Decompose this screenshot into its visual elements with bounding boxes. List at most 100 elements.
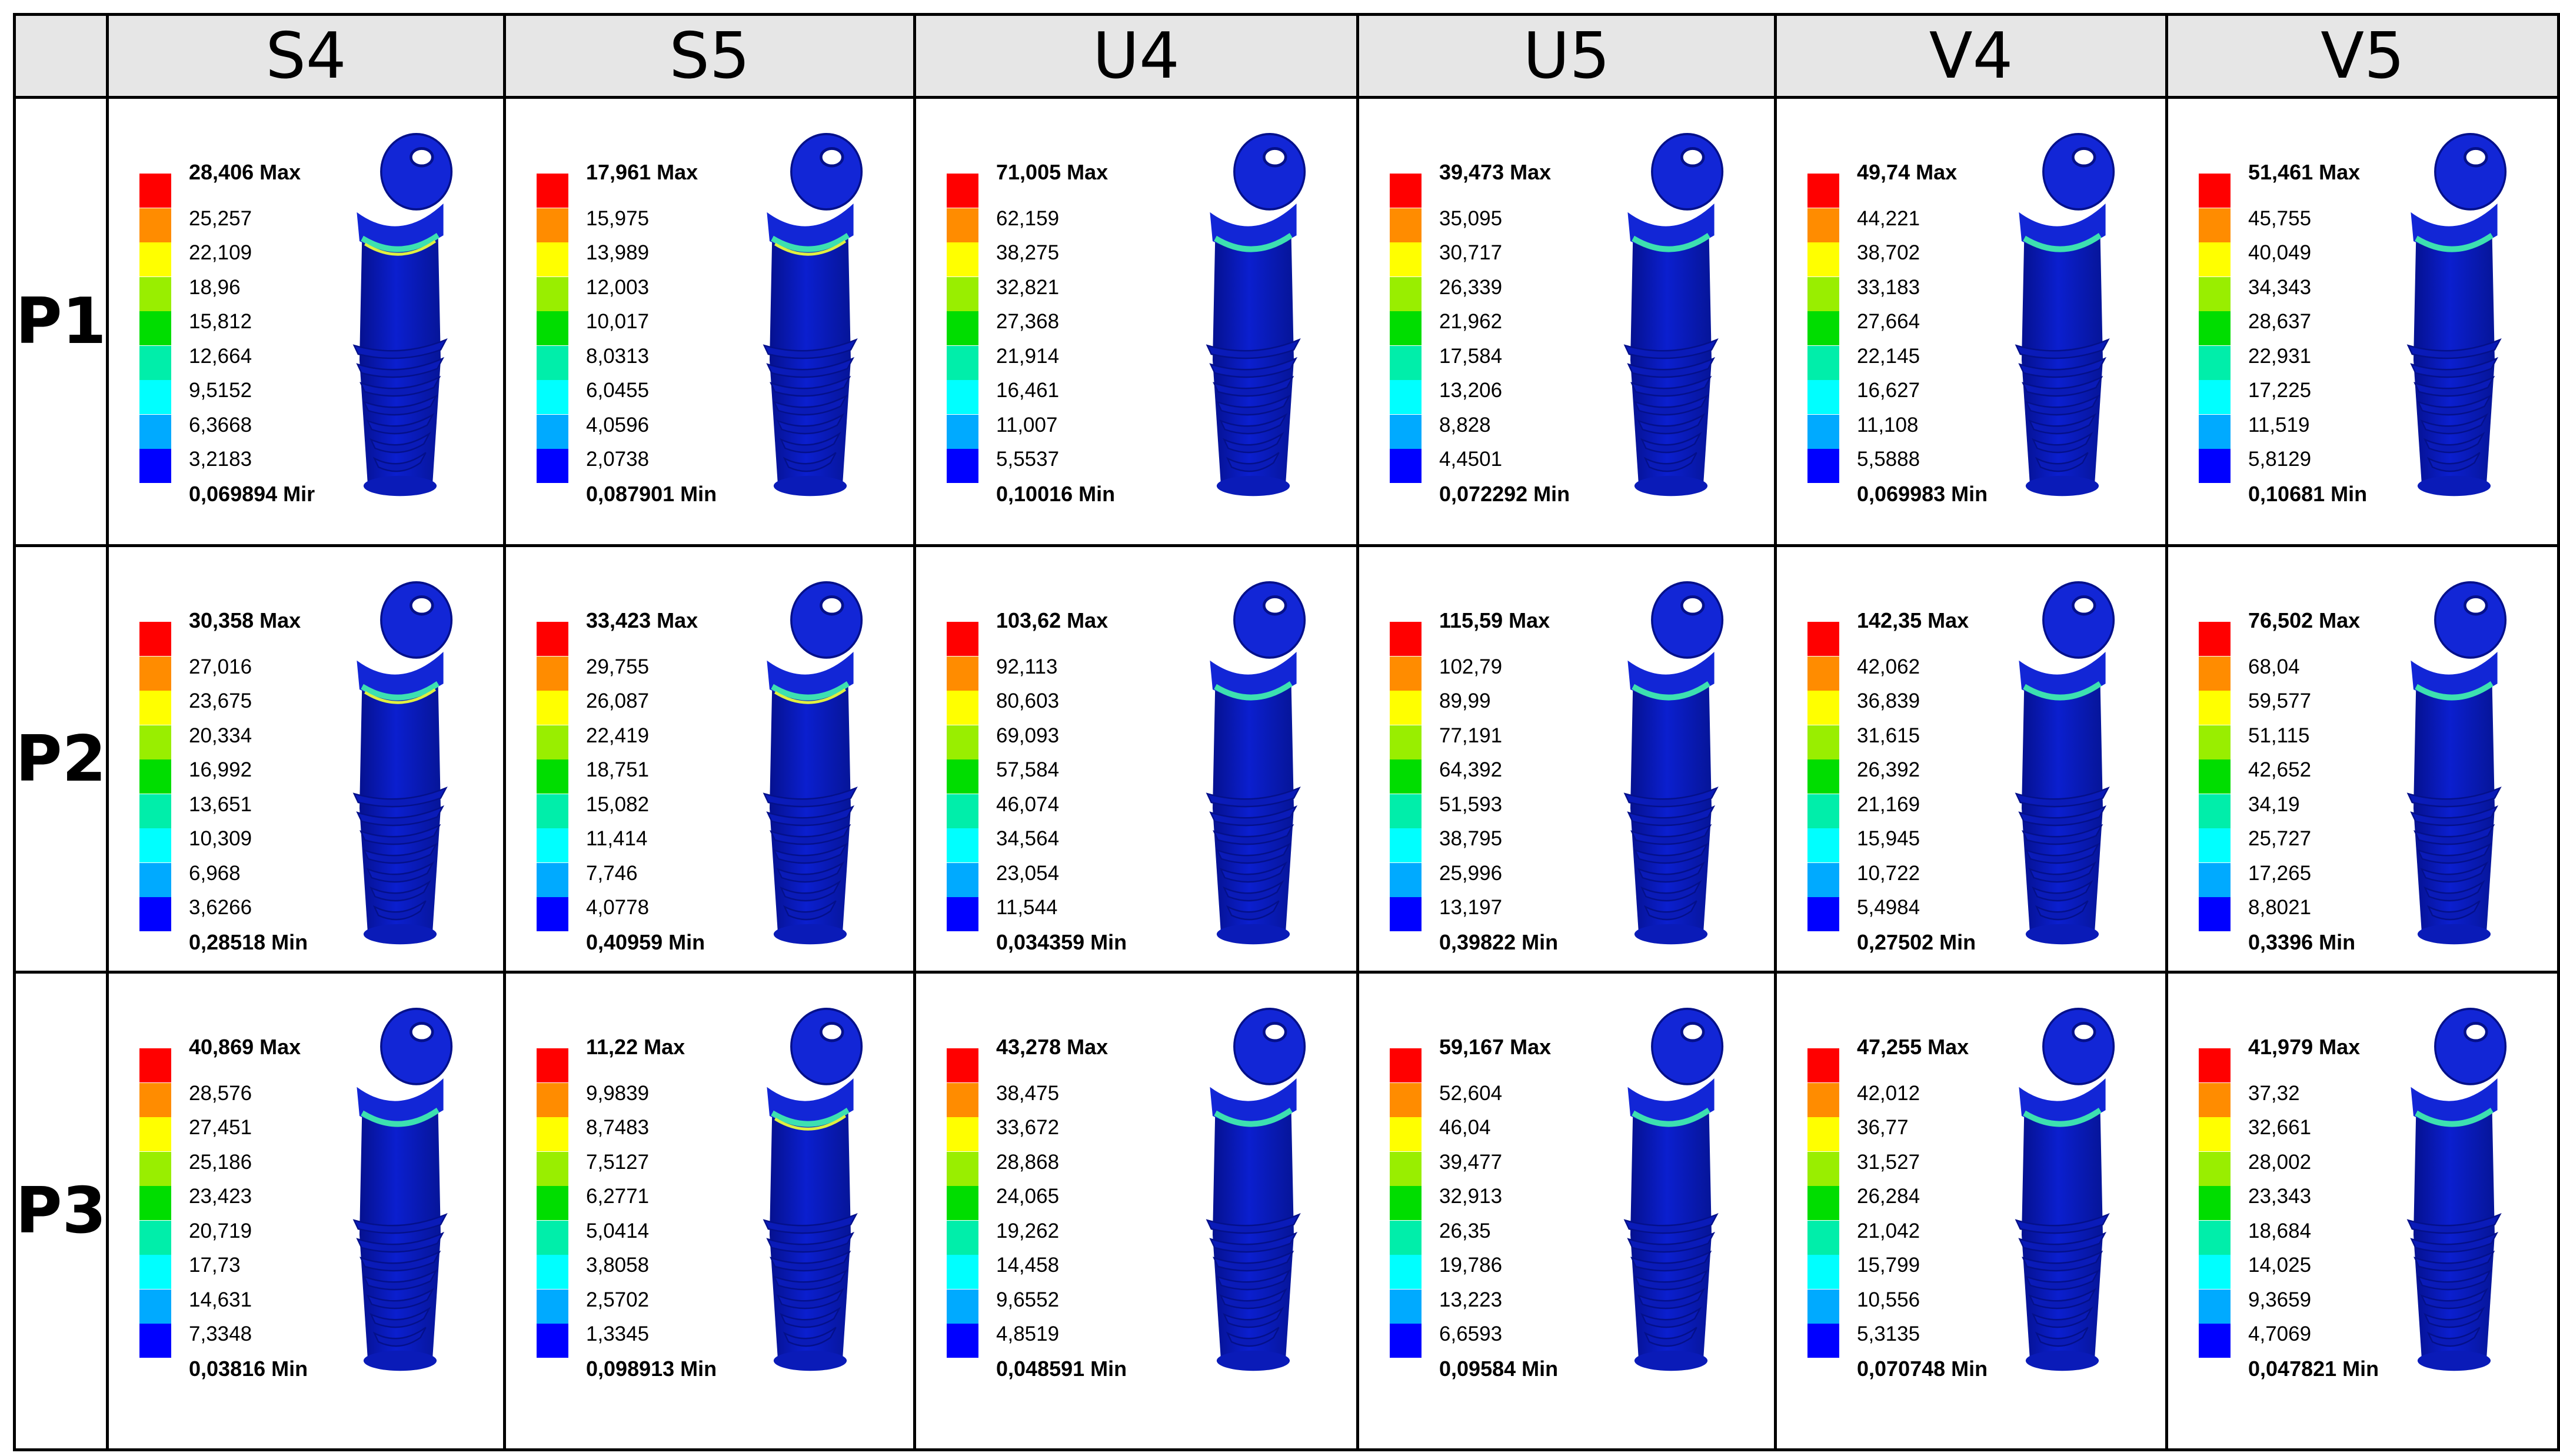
legend-min-label: 0,069983 Min — [1857, 481, 1988, 506]
legend-swatch — [537, 622, 568, 656]
legend-value-label: 4,0596 — [586, 413, 650, 437]
legend-swatch — [2199, 1289, 2231, 1324]
legend-swatch — [1390, 311, 1422, 345]
legend-swatch — [947, 794, 978, 828]
legend-swatch — [1807, 276, 1839, 311]
legend-swatch — [139, 242, 171, 276]
legend-swatch — [1390, 862, 1422, 897]
legend-value-label: 38,702 — [1857, 241, 1920, 264]
legend-swatch — [947, 1151, 978, 1186]
legend-value-label: 12,664 — [189, 344, 252, 368]
legend-value-label: 8,8021 — [2248, 896, 2312, 919]
result-cell-p1-v5: 51,461 Max 45,755 40,049 34,343 28,637 22,931… — [2165, 96, 2560, 547]
legend-value-label: 19,786 — [1439, 1254, 1503, 1277]
legend-swatch — [537, 691, 568, 725]
legend-value-label: 9,5152 — [189, 379, 252, 402]
legend-value-label: 11,519 — [2248, 413, 2310, 437]
result-cell-p2-u5: 115,59 Max 102,79 89,99 77,191 64,392 51,593 3… — [1356, 544, 1777, 974]
implant-stress-model — [332, 1003, 468, 1382]
legend-value-label: 27,451 — [189, 1116, 252, 1139]
result-cell-p1-s5: 17,961 Max 15,975 13,989 12,003 10,017 8,0313… — [503, 96, 916, 547]
legend-value-label: 14,631 — [189, 1288, 252, 1311]
implant-stress-model — [1186, 577, 1321, 955]
legend-value-label: 11,007 — [996, 413, 1058, 437]
legend-swatch — [947, 691, 978, 725]
legend-swatch — [1807, 1082, 1839, 1117]
legend-swatch — [537, 380, 568, 414]
legend-swatch — [537, 1220, 568, 1255]
legend-value-label: 14,458 — [996, 1254, 1060, 1277]
legend-swatch — [1390, 449, 1422, 483]
legend-swatch — [947, 414, 978, 449]
legend-min-label: 0,09584 Min — [1439, 1356, 1559, 1381]
legend-swatch — [139, 1255, 171, 1289]
legend-value-label: 20,334 — [189, 724, 252, 747]
legend-swatch — [537, 174, 568, 208]
legend-value-label: 31,527 — [1857, 1150, 1920, 1174]
legend-swatch — [537, 725, 568, 759]
legend-value-label: 30,717 — [1439, 241, 1503, 264]
implant-stress-model — [1603, 128, 1739, 507]
legend-value-label: 15,812 — [189, 310, 252, 333]
legend-swatch — [1390, 794, 1422, 828]
legend-value-label: 24,065 — [996, 1185, 1060, 1208]
legend-value-label: 26,339 — [1439, 275, 1503, 299]
legend-min-label: 0,072292 Min — [1439, 481, 1570, 506]
legend-value-label: 27,368 — [996, 310, 1060, 333]
legend-swatch — [1807, 380, 1839, 414]
legend-swatch — [2199, 449, 2231, 483]
legend-value-label: 11,108 — [1857, 413, 1919, 437]
legend-value-label: 34,19 — [2248, 792, 2300, 816]
legend-value-label: 33,183 — [1857, 275, 1920, 299]
legend-value-label: 42,012 — [1857, 1081, 1920, 1105]
legend-swatch — [2199, 794, 2231, 828]
legend-value-label: 25,186 — [189, 1150, 252, 1174]
legend-swatch — [139, 794, 171, 828]
legend-value-label: 27,016 — [189, 655, 252, 678]
legend-swatch — [2199, 656, 2231, 691]
legend-value-label: 10,556 — [1857, 1288, 1920, 1311]
legend-value-label: 15,945 — [1857, 827, 1920, 850]
legend-swatch — [139, 1082, 171, 1117]
result-cell-p3-v5: 41,979 Max 37,32 32,661 28,002 23,343 18,684 1… — [2165, 971, 2560, 1451]
result-cell-p2-u4: 103,62 Max 92,113 80,603 69,093 57,584 46,074… — [913, 544, 1359, 974]
implant-stress-model — [1995, 128, 2130, 507]
result-cell-p2-s5: 33,423 Max 29,755 26,087 22,419 18,751 15,082… — [503, 544, 916, 974]
legend-value-label: 8,7483 — [586, 1116, 650, 1139]
legend-swatch — [2199, 1082, 2231, 1117]
legend-value-label: 23,054 — [996, 861, 1060, 885]
legend-value-label: 38,275 — [996, 241, 1060, 264]
legend-value-label: 51,115 — [2248, 724, 2310, 747]
legend-value-label: 32,821 — [996, 275, 1060, 299]
legend-swatch — [1390, 656, 1422, 691]
legend-swatch — [2199, 725, 2231, 759]
legend-min-label: 0,39822 Min — [1439, 929, 1559, 954]
legend-swatch — [537, 1082, 568, 1117]
legend-value-label: 46,04 — [1439, 1116, 1491, 1139]
legend-swatch — [947, 1082, 978, 1117]
legend-swatch — [947, 1186, 978, 1220]
legend-value-label: 57,584 — [996, 758, 1060, 781]
legend-swatch — [1390, 828, 1422, 862]
legend-swatch — [947, 1255, 978, 1289]
legend-swatch — [1390, 414, 1422, 449]
legend-swatch — [139, 1186, 171, 1220]
column-header-v5: V5 — [2165, 13, 2560, 99]
legend-swatch — [1390, 725, 1422, 759]
legend-swatch — [1807, 794, 1839, 828]
legend-value-label: 7,3348 — [189, 1322, 252, 1345]
legend-value-label: 59,577 — [2248, 689, 2312, 712]
legend-max-label: 11,22 Max — [586, 1035, 685, 1059]
legend-value-label: 62,159 — [996, 206, 1060, 230]
legend-swatch — [537, 759, 568, 794]
legend-swatch — [947, 311, 978, 345]
legend-swatch — [139, 1289, 171, 1324]
result-cell-p2-s4: 30,358 Max 27,016 23,675 20,334 16,992 13,651… — [106, 544, 506, 974]
implant-stress-model — [2386, 128, 2522, 507]
legend-swatch — [1390, 897, 1422, 931]
legend-swatch — [139, 276, 171, 311]
legend-max-label: 142,35 Max — [1857, 608, 1969, 632]
legend-min-label: 0,047821 Min — [2248, 1356, 2379, 1381]
legend-min-label: 0,3396 Min — [2248, 929, 2356, 954]
